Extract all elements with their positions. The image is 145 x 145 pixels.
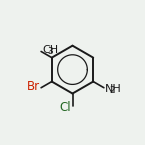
Text: 3: 3 <box>47 47 53 56</box>
Text: Cl: Cl <box>60 100 71 114</box>
Text: Br: Br <box>27 80 40 93</box>
Text: 2: 2 <box>109 86 115 95</box>
Text: CH: CH <box>42 45 58 55</box>
Text: NH: NH <box>105 84 122 94</box>
